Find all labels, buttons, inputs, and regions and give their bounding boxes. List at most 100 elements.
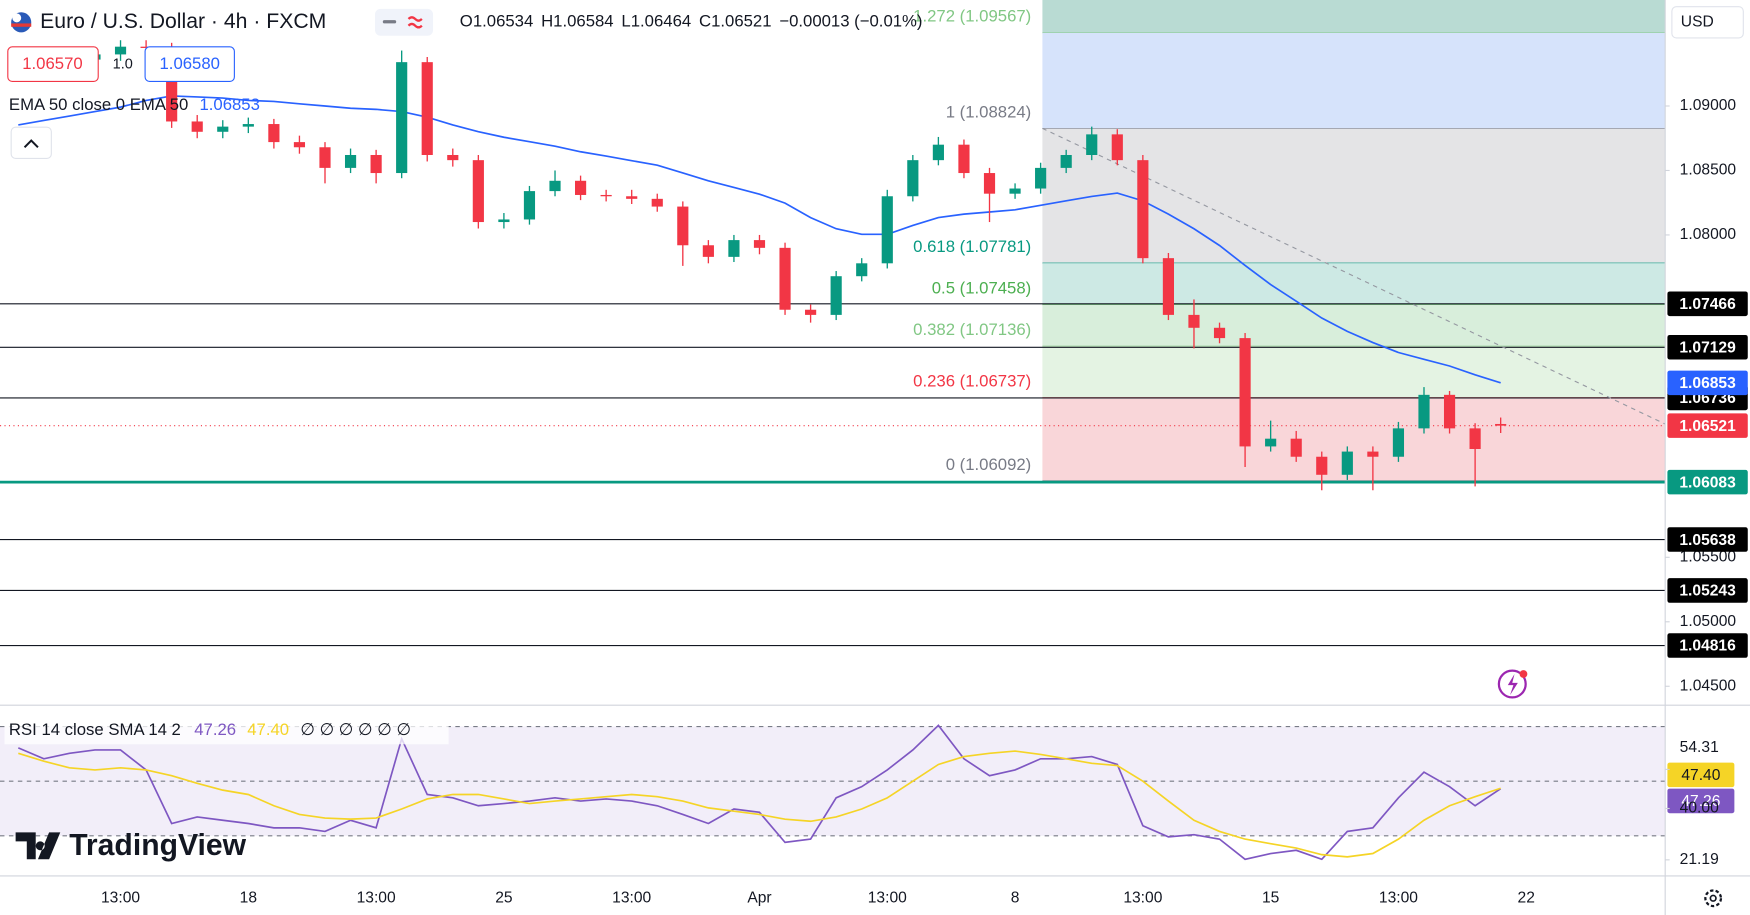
fib-band (1042, 397, 1666, 481)
x-tick-label: 13:00 (1123, 889, 1162, 906)
candle-body (702, 245, 714, 257)
alert-icon[interactable] (1497, 669, 1527, 699)
candle-body (1035, 167, 1047, 189)
candle-body (472, 160, 484, 223)
candle-body (958, 144, 970, 174)
candle-body (1239, 338, 1251, 447)
current-price-label: 1.06521 (1679, 418, 1736, 435)
candle-body (242, 124, 254, 127)
ema-line (18, 95, 1501, 384)
fib-layer: 1.272 (1.09567) 1 (1.08824) 0.618 (1.07781… (913, 0, 1666, 482)
candle-body (1137, 160, 1149, 259)
x-tick-label: 13:00 (357, 889, 396, 906)
candle-body (1265, 438, 1277, 447)
sell-button[interactable] (7, 46, 99, 83)
line-layer (0, 303, 1666, 647)
indicator-toggle[interactable] (375, 8, 434, 36)
symbol-title[interactable]: Euro / U.S. Dollar · 4h · FXCM (40, 10, 326, 33)
sell-price: 1.06570 (22, 54, 82, 73)
settings-icon[interactable] (1704, 889, 1723, 908)
candle-body (293, 142, 306, 148)
candle-body (983, 173, 996, 194)
spread: 1.0 (113, 57, 133, 73)
y-tick-label: 1.05000 (1680, 613, 1737, 630)
rsi-layer (0, 724, 1666, 861)
fib-level-label: 0.618 (1.07781) (913, 237, 1031, 256)
fib-level-label: 0.5 (1.07458) (932, 279, 1031, 298)
symbol-flag (11, 23, 32, 27)
candle-body (1418, 394, 1430, 429)
fib-band (1042, 32, 1666, 129)
hline-price-label: 1.05243 (1679, 583, 1736, 600)
rsi-sma-value-box (1667, 762, 1735, 788)
x-tick-label: 8 (1011, 889, 1020, 906)
ema-legend: EMA 50 close 0 EMA 50 1.06853 (9, 95, 260, 114)
ohlc-change: −0.00013 (−0.01%) (779, 12, 922, 31)
candle-body (651, 198, 663, 207)
brand-name: TradingView (69, 829, 246, 862)
hline-price-label-box (1667, 469, 1748, 495)
rsi-legend-bg (4, 717, 449, 745)
hline-price-label-box (1667, 578, 1748, 603)
candle-body (830, 276, 842, 315)
rsi-legend: RSI 14 close SMA 14 2 47.26 47.40 ∅ ∅ ∅ ∅ ∅… (9, 720, 411, 739)
fib-band (1042, 304, 1666, 347)
candle-body (549, 180, 561, 192)
candle-body (1316, 456, 1328, 475)
hline-price-label: 1.05638 (1679, 532, 1736, 549)
x-tick-label: 13:00 (1379, 889, 1418, 906)
candle-body (396, 62, 408, 174)
fib-band (1042, 263, 1666, 305)
ema-value: 1.06853 (199, 95, 259, 114)
settings-icon (1709, 894, 1717, 902)
candle-body (114, 46, 127, 55)
candle-body (1367, 451, 1379, 457)
currency-button[interactable] (1671, 6, 1744, 39)
candle-body (1443, 394, 1456, 429)
hline-price-label: 1.04816 (1679, 638, 1736, 655)
fib-level-label: 0.236 (1.06737) (913, 372, 1031, 391)
buy-button[interactable] (144, 46, 235, 83)
y-tick-label: 1.08000 (1680, 226, 1737, 243)
candle-body (779, 247, 791, 310)
collapse-icon (23, 139, 39, 149)
x-tick-label: 25 (495, 889, 513, 906)
toggle-icon (407, 16, 423, 29)
alert-dot (1519, 670, 1528, 678)
x-tick-label: 13:00 (101, 889, 140, 906)
y-tick-label: 1.05500 (1680, 548, 1737, 565)
x-tick-label: 18 (240, 889, 257, 906)
candle-body (907, 160, 919, 197)
y-tick-label: 1.04500 (1680, 677, 1737, 694)
hline-price-label: 1.07129 (1679, 340, 1736, 357)
candle-body (344, 154, 357, 168)
currency: USD (1681, 13, 1714, 30)
hline-price-label-box (1667, 334, 1748, 360)
collapse-button[interactable] (10, 126, 52, 160)
ohlc-value: 1.06521 (711, 12, 771, 31)
x-tick-label: 13:00 (612, 889, 651, 906)
current-price-label-box (1667, 413, 1748, 438)
candle-body (498, 219, 510, 223)
buy-price: 1.06580 (160, 54, 220, 73)
fib-band (1042, 128, 1666, 264)
candle-body (1392, 428, 1405, 457)
candle-body (319, 147, 331, 168)
candle-body (370, 154, 382, 174)
candle-body (421, 62, 433, 155)
ema-label: EMA 50 close 0 EMA 50 (9, 95, 188, 114)
symbol-flag (12, 13, 22, 23)
candle-body (1111, 134, 1123, 161)
hline-price-label-box (1667, 291, 1748, 317)
candle-body (1469, 428, 1481, 449)
candle-body (1086, 134, 1098, 155)
toggle-icon (382, 20, 397, 24)
candle-body (1162, 258, 1174, 315)
x-tick-label: 22 (1518, 889, 1535, 906)
ema-price-label-box (1667, 370, 1748, 396)
candle-body (626, 196, 638, 199)
candle-body (1290, 438, 1302, 457)
hline-price-label-box (1667, 633, 1748, 658)
ema-price-label: 1.06853 (1679, 375, 1736, 392)
